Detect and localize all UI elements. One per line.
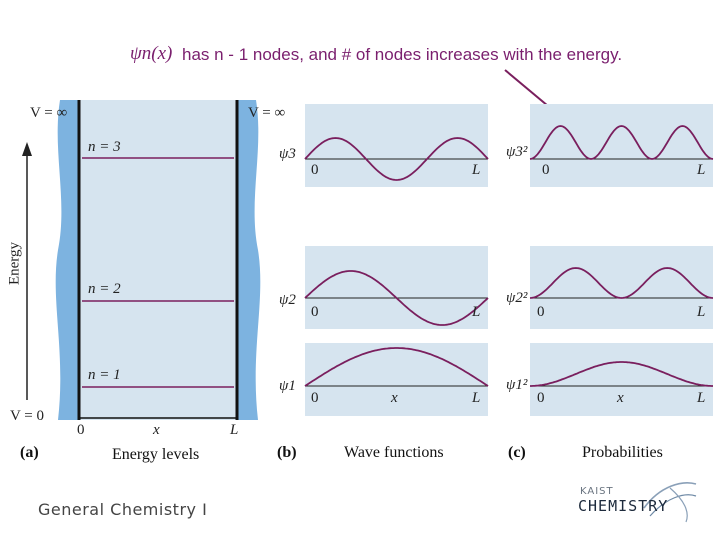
probability-2-curve — [529, 267, 714, 299]
box-interior — [79, 100, 237, 420]
energy-axis-label: Energy — [6, 241, 23, 286]
logo-kaist-text: KAIST — [580, 486, 614, 497]
caption-energy-levels: Energy levels — [112, 446, 200, 463]
prob-label-psi3-squared: ψ3² — [506, 144, 528, 160]
wave-function-2-curve — [304, 270, 489, 326]
prob1-tick-x: x — [617, 390, 624, 406]
caption-letter-b: (b) — [277, 444, 297, 461]
caption-letter-a: (a) — [20, 444, 39, 461]
level-label-n2: n = 2 — [88, 281, 121, 297]
probability-1-curve — [530, 361, 713, 387]
left-wall — [55, 100, 79, 420]
box-tick-l: L — [230, 422, 239, 438]
wave-panel-3 — [305, 104, 488, 187]
v-infinity-left-label: V = ∞ — [30, 105, 68, 121]
wave3-tick-l: L — [472, 162, 481, 178]
caption-letter-c: (c) — [508, 444, 526, 461]
wave1-tick-x: x — [391, 390, 398, 406]
prob-label-psi1-squared: ψ1² — [506, 377, 528, 393]
kaist-logo-swoosh — [643, 482, 697, 523]
prob2-tick-l: L — [697, 304, 706, 320]
course-title: General Chemistry I — [38, 500, 208, 519]
heading-psi-notation: ψn(x) — [130, 43, 173, 64]
prob3-tick-zero: 0 — [542, 162, 550, 178]
wave2-tick-l: L — [472, 304, 481, 320]
level-label-n3: n = 3 — [88, 139, 121, 155]
wave2-tick-zero: 0 — [311, 304, 319, 320]
v-zero-label: V = 0 — [10, 408, 45, 424]
wave-function-1-curve — [304, 347, 489, 387]
wave3-tick-zero: 0 — [311, 162, 319, 178]
wave-label-psi3: ψ3 — [279, 146, 296, 162]
prob1-tick-l: L — [697, 390, 706, 406]
energy-axis-arrowhead — [22, 142, 32, 156]
wave-function-3-curve — [304, 137, 489, 181]
wave1-tick-zero: 0 — [311, 390, 319, 406]
heading-text: has n - 1 nodes, and # of nodes increase… — [182, 45, 623, 64]
prob2-tick-zero: 0 — [537, 304, 545, 320]
prob-panel-3 — [530, 104, 713, 187]
wave-label-psi1: ψ1 — [279, 378, 296, 394]
wave-panel-2 — [305, 246, 488, 329]
v-infinity-right-label: V = ∞ — [248, 105, 286, 121]
caption-probabilities: Probabilities — [582, 444, 663, 461]
caption-wave-functions: Wave functions — [344, 444, 444, 461]
logo-chemistry-text: CHEMISTRY — [578, 497, 669, 515]
prob3-tick-l: L — [697, 162, 706, 178]
box-tick-zero: 0 — [77, 422, 85, 438]
probability-3-curve — [529, 125, 714, 160]
wave-panel-1 — [305, 343, 488, 416]
prob-label-psi2-squared: ψ2² — [506, 290, 528, 306]
prob-panel-2 — [530, 246, 713, 329]
wave1-tick-l: L — [472, 390, 481, 406]
prob1-tick-zero: 0 — [537, 390, 545, 406]
right-wall — [237, 100, 261, 420]
wave-label-psi2: ψ2 — [279, 292, 296, 308]
level-label-n1: n = 1 — [88, 367, 121, 383]
box-tick-x: x — [153, 422, 160, 438]
